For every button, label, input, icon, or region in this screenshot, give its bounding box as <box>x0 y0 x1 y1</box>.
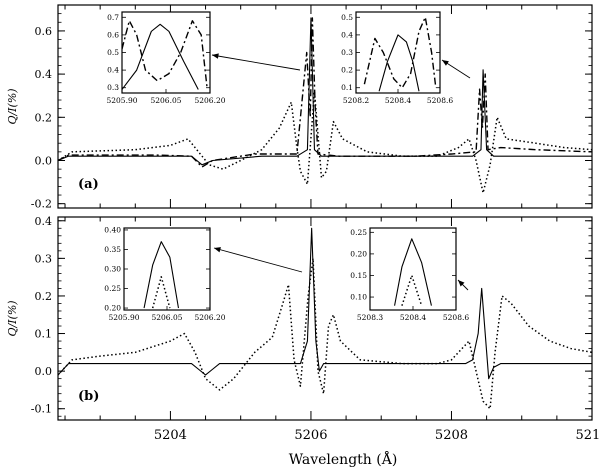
inset-y-tick-label: 0.35 <box>104 245 121 254</box>
y-tick-label: -0.1 <box>31 403 52 416</box>
inset-left: 0.7 0.6 0.5 0.4 0.3 5205.90 5206.05 5206.20 <box>106 11 226 105</box>
inset-x-tick-label: 5208.6 <box>443 313 469 322</box>
inset-y-tick-label: 0.7 <box>107 13 119 22</box>
inset-y-tick-label: 0.3 <box>107 83 119 92</box>
inset-y-tick-label: 0.4 <box>107 66 119 75</box>
y-tick-label: 0.2 <box>35 111 53 124</box>
inset-background <box>370 228 456 310</box>
inset-right: 0.5 0.4 0.3 0.2 0.1 5208.2 5208.4 5208.6 <box>341 11 453 105</box>
zoom-arrow-head <box>214 247 221 253</box>
inset-x-tick-label: 5208.2 <box>343 96 369 105</box>
inset-x-tick-label: 5205.90 <box>108 313 139 322</box>
y-tick-label: 0.4 <box>35 215 53 228</box>
y-tick-label: 0.6 <box>35 25 53 38</box>
inset-series-solid-line <box>143 241 180 309</box>
inset-series-solid-line <box>394 238 432 306</box>
series-dotted-line <box>58 257 592 410</box>
inset-x-tick-label: 5206.05 <box>150 96 181 105</box>
zoom-arrow-head <box>212 53 219 59</box>
inset-background <box>356 12 440 93</box>
inset-x-tick-label: 5208.4 <box>400 313 426 322</box>
inset-series-solid-line <box>122 23 199 90</box>
y-tick-label: 0.0 <box>35 365 53 378</box>
inset-y-tick-label: 0.25 <box>350 228 367 237</box>
inset-y-tick-label: 0.30 <box>104 265 121 274</box>
x-tick-label: 5208 <box>435 428 468 443</box>
inset-x-tick-label: 5206.20 <box>194 313 225 322</box>
inset-y-tick-label: 0.25 <box>104 284 121 293</box>
y-tick-label: 0.1 <box>35 328 53 341</box>
inset-y-tick-label: 0.15 <box>350 271 367 280</box>
panel-label: (a) <box>78 177 99 192</box>
panel-label: (b) <box>78 389 99 404</box>
inset-x-tick-label: 5205.90 <box>106 96 137 105</box>
zoom-arrow <box>211 54 301 71</box>
inset-series-solid-line <box>378 34 420 92</box>
inset-background <box>122 12 210 93</box>
zoom-arrow-head <box>442 60 449 66</box>
inset-series-dashed-line <box>363 16 437 89</box>
inset-y-tick-label: 0.2 <box>341 66 353 75</box>
series-dashed-line <box>58 17 592 168</box>
x-axis-title: Wavelength (Å) <box>289 450 398 468</box>
y-tick-label: -0.2 <box>31 198 52 211</box>
inset-x-tick-label: 5208.4 <box>385 96 411 105</box>
panel-b: -0.1 0.0 0.1 0.2 0.3 0.4 5204 5206 5208 5210 Q/I(%… <box>6 215 600 443</box>
y-axis-title: Q/I(%) <box>6 88 19 124</box>
y-tick-label: 0.0 <box>35 154 53 167</box>
inset-y-tick-label: 0.40 <box>104 225 121 234</box>
inset-background <box>124 228 210 310</box>
plot-frame <box>57 4 593 209</box>
inset-y-tick-label: 0.1 <box>341 83 353 92</box>
inset-y-tick-label: 0.4 <box>341 30 353 39</box>
inset-series-dotted-line <box>151 276 171 309</box>
y-tick-label: 0.4 <box>35 68 53 81</box>
inset-y-tick-label: 0.6 <box>107 30 119 39</box>
y-tick-label: 0.2 <box>35 290 53 303</box>
series-dotted-line <box>58 90 592 194</box>
inset-series-dotted-line <box>401 274 423 306</box>
inset-x-tick-label: 5206.20 <box>194 96 225 105</box>
inset-y-tick-label: 0.10 <box>350 293 367 302</box>
x-tick-label: 5206 <box>294 428 327 443</box>
inset-y-tick-label: 0.5 <box>341 13 353 22</box>
inset-x-tick-label: 5208.3 <box>357 313 383 322</box>
y-axis-title: Q/I(%) <box>6 300 19 336</box>
inset-y-tick-label: 0.20 <box>350 249 367 258</box>
y-tick-label: 0.3 <box>35 252 53 265</box>
x-tick-label: 5210 <box>575 428 600 443</box>
inset-y-tick-label: 0.5 <box>107 48 119 57</box>
inset-y-tick-label: 0.3 <box>341 48 353 57</box>
inset-x-tick-label: 5206.05 <box>151 313 182 322</box>
zoom-arrow <box>213 247 303 273</box>
inset-x-tick-label: 5208.6 <box>427 96 453 105</box>
zoom-arrow-head <box>458 280 465 287</box>
panel-a: -0.2 0.0 0.2 0.4 0.6 Q/I(%) (a) 0.7 0.6 0.5 0.4 0.3… <box>6 4 593 211</box>
inset-right: 0.25 0.20 0.15 0.10 5208.3 5208.4 5208.6 <box>350 227 469 322</box>
inset-y-tick-label: 0.20 <box>104 304 121 313</box>
x-tick-label: 5204 <box>154 428 187 443</box>
